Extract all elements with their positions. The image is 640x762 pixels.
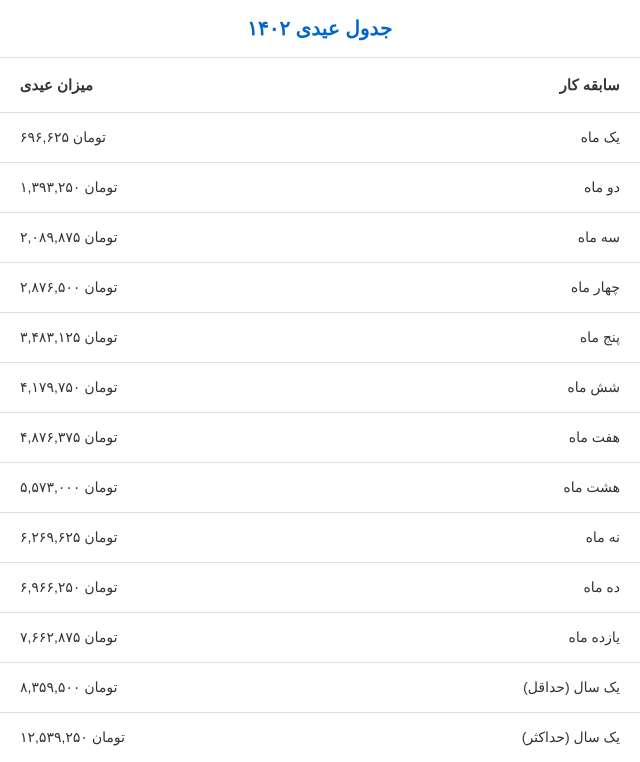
tenure-cell: پنج ماه	[224, 313, 640, 363]
tenure-cell: شش ماه	[224, 363, 640, 413]
tenure-cell: چهار ماه	[224, 263, 640, 313]
table-row: یک ماه ۶۹۶,۶۲۵ تومان	[0, 113, 640, 163]
amount-cell: ۳,۴۸۳,۱۲۵ تومان	[0, 313, 224, 363]
tenure-header: سابقه کار	[224, 58, 640, 113]
amount-cell: ۷,۶۶۲,۸۷۵ تومان	[0, 613, 224, 663]
amount-cell: ۱,۳۹۳,۲۵۰ تومان	[0, 163, 224, 213]
table-row: هفت ماه ۴,۸۷۶,۳۷۵ تومان	[0, 413, 640, 463]
tenure-cell: یک ماه	[224, 113, 640, 163]
tenure-cell: سه ماه	[224, 213, 640, 263]
tenure-cell: دو ماه	[224, 163, 640, 213]
table-row: یک سال (حداقل) ۸,۳۵۹,۵۰۰ تومان	[0, 663, 640, 713]
amount-cell: ۵,۵۷۳,۰۰۰ تومان	[0, 463, 224, 513]
table-header-row: سابقه کار میزان عیدی	[0, 58, 640, 113]
amount-cell: ۶,۹۶۶,۲۵۰ تومان	[0, 563, 224, 613]
tenure-cell: یک سال (حداقل)	[224, 663, 640, 713]
table-row: هشت ماه ۵,۵۷۳,۰۰۰ تومان	[0, 463, 640, 513]
tenure-cell: یک سال (حداکثر)	[224, 713, 640, 762]
tenure-cell: هفت ماه	[224, 413, 640, 463]
amount-cell: ۴,۸۷۶,۳۷۵ تومان	[0, 413, 224, 463]
table-row: نه ماه ۶,۲۶۹,۶۲۵ تومان	[0, 513, 640, 563]
eidi-table: سابقه کار میزان عیدی یک ماه ۶۹۶,۶۲۵ توما…	[0, 58, 640, 762]
table-body: یک ماه ۶۹۶,۶۲۵ تومان دو ماه ۱,۳۹۳,۲۵۰ تو…	[0, 113, 640, 762]
table-row: سه ماه ۲,۰۸۹,۸۷۵ تومان	[0, 213, 640, 263]
amount-cell: ۲,۰۸۹,۸۷۵ تومان	[0, 213, 224, 263]
amount-header: میزان عیدی	[0, 58, 224, 113]
table-row: شش ماه ۴,۱۷۹,۷۵۰ تومان	[0, 363, 640, 413]
amount-cell: ۲,۸۷۶,۵۰۰ تومان	[0, 263, 224, 313]
tenure-cell: ده ماه	[224, 563, 640, 613]
amount-cell: ۴,۱۷۹,۷۵۰ تومان	[0, 363, 224, 413]
tenure-cell: نه ماه	[224, 513, 640, 563]
tenure-cell: یازده ماه	[224, 613, 640, 663]
amount-cell: ۸,۳۵۹,۵۰۰ تومان	[0, 663, 224, 713]
amount-cell: ۱۲,۵۳۹,۲۵۰ تومان	[0, 713, 224, 762]
table-row: دو ماه ۱,۳۹۳,۲۵۰ تومان	[0, 163, 640, 213]
table-row: پنج ماه ۳,۴۸۳,۱۲۵ تومان	[0, 313, 640, 363]
amount-cell: ۶۹۶,۶۲۵ تومان	[0, 113, 224, 163]
table-row: ده ماه ۶,۹۶۶,۲۵۰ تومان	[0, 563, 640, 613]
table-row: چهار ماه ۲,۸۷۶,۵۰۰ تومان	[0, 263, 640, 313]
table-row: یک سال (حداکثر) ۱۲,۵۳۹,۲۵۰ تومان	[0, 713, 640, 762]
eidi-table-container: جدول عیدی ۱۴۰۲ سابقه کار میزان عیدی یک م…	[0, 0, 640, 762]
tenure-cell: هشت ماه	[224, 463, 640, 513]
table-title: جدول عیدی ۱۴۰۲	[0, 0, 640, 58]
amount-cell: ۶,۲۶۹,۶۲۵ تومان	[0, 513, 224, 563]
table-row: یازده ماه ۷,۶۶۲,۸۷۵ تومان	[0, 613, 640, 663]
